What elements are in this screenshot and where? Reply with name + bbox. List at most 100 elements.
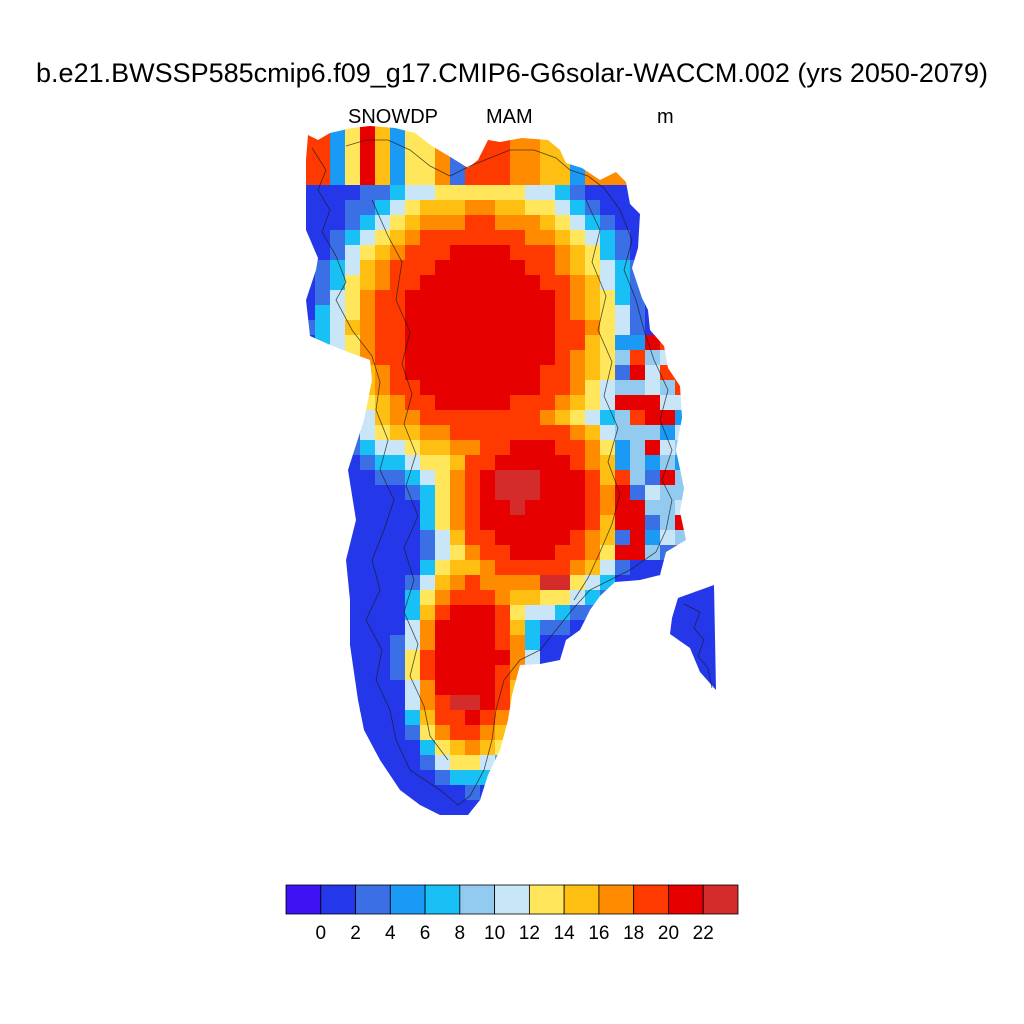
- grid-cell: [510, 320, 526, 336]
- grid-cell: [525, 500, 541, 516]
- grid-cell: [465, 560, 481, 576]
- grid-cell: [525, 200, 541, 216]
- grid-cell: [540, 215, 556, 231]
- grid-cell: [600, 200, 616, 216]
- grid-cell: [495, 710, 511, 726]
- grid-cell: [525, 320, 541, 336]
- grid-cell: [465, 740, 481, 756]
- grid-cell: [525, 185, 541, 201]
- grid-cell: [330, 155, 346, 171]
- chart-title: b.e21.BWSSP585cmip6.f09_g17.CMIP6-G6sola…: [36, 58, 988, 88]
- grid-cell: [450, 365, 466, 381]
- grid-cell: [510, 590, 526, 606]
- grid-cell: [390, 560, 406, 576]
- grid-cell: [600, 500, 616, 516]
- grid-cell: [330, 245, 346, 261]
- grid-cell: [345, 560, 361, 576]
- grid-cell: [465, 545, 481, 561]
- grid-cell: [600, 260, 616, 276]
- grid-cell: [615, 455, 631, 471]
- grid-cell: [540, 335, 556, 351]
- grid-cell: [480, 620, 496, 636]
- grid-cell: [585, 215, 601, 231]
- grid-cell: [495, 590, 511, 606]
- grid-cell: [390, 710, 406, 726]
- grid-cell: [450, 755, 466, 771]
- grid-cell: [710, 585, 716, 596]
- grid-cell: [405, 470, 421, 486]
- grid-cell: [450, 500, 466, 516]
- units-label: m: [657, 106, 674, 128]
- grid-cell: [465, 665, 481, 681]
- grid-cell: [495, 290, 511, 306]
- grid-cell: [600, 290, 616, 306]
- grid-cell: [585, 425, 601, 441]
- grid-cell: [435, 185, 451, 201]
- grid-cell: [555, 380, 571, 396]
- grid-cell: [450, 215, 466, 231]
- grid-cell: [420, 500, 436, 516]
- colorbar-box: [633, 884, 669, 915]
- grid-cell: [480, 650, 496, 666]
- grid-cell: [306, 185, 316, 201]
- grid-cell: [570, 260, 586, 276]
- grid-cell: [450, 350, 466, 366]
- grid-cell: [375, 740, 391, 756]
- grid-cell: [540, 140, 556, 156]
- grid-cell: [450, 455, 466, 471]
- grid-cell: [480, 215, 496, 231]
- grid-cell: [570, 515, 586, 531]
- grid-cell: [555, 305, 571, 321]
- grid-cell: [360, 620, 376, 636]
- grid-cell: [645, 395, 661, 411]
- grid-cell: [390, 275, 406, 291]
- grid-cell: [510, 410, 526, 426]
- grid-cell: [555, 290, 571, 306]
- grid-cell: [645, 410, 661, 426]
- grid-cell: [645, 515, 661, 531]
- grid-cell: [390, 530, 406, 546]
- grid-cell: [510, 485, 526, 501]
- grid-cell: [405, 290, 421, 306]
- grid-cell: [375, 485, 391, 501]
- grid-cell: [495, 200, 511, 216]
- grid-cell: [465, 575, 481, 591]
- grid-cell: [345, 230, 361, 246]
- grid-cell: [710, 670, 716, 686]
- grid-cell: [465, 530, 481, 546]
- grid-cell: [555, 500, 571, 516]
- grid-cell: [345, 155, 361, 171]
- grid-cell: [405, 155, 421, 171]
- grid-cell: [465, 455, 481, 471]
- grid-cell: [675, 515, 686, 531]
- grid-cell: [390, 155, 406, 171]
- grid-cell: [420, 245, 436, 261]
- colorbar-tick-label: 12: [519, 923, 540, 944]
- grid-cell: [645, 425, 661, 441]
- grid-cell: [480, 350, 496, 366]
- grid-cell: [330, 200, 346, 216]
- grid-cell: [405, 260, 421, 276]
- grid-cell: [315, 320, 331, 336]
- grid-cell: [390, 455, 406, 471]
- grid-cell: [540, 650, 556, 666]
- grid-cell: [465, 365, 481, 381]
- grid-cell: [390, 485, 406, 501]
- grid-cell: [405, 785, 421, 801]
- grid-cell: [360, 305, 376, 321]
- grid-cell: [450, 275, 466, 291]
- grid-cell: [570, 200, 586, 216]
- grid-cell: [645, 380, 661, 396]
- grid-cell: [306, 290, 316, 306]
- grid-cell: [465, 230, 481, 246]
- grid-cell: [615, 395, 631, 411]
- grid-cell: [465, 410, 481, 426]
- grid-cell: [525, 380, 541, 396]
- grid-cell: [525, 140, 541, 156]
- grid-cell: [525, 305, 541, 321]
- grid-cell: [480, 740, 496, 756]
- grid-cell: [420, 440, 436, 456]
- grid-cell: [480, 305, 496, 321]
